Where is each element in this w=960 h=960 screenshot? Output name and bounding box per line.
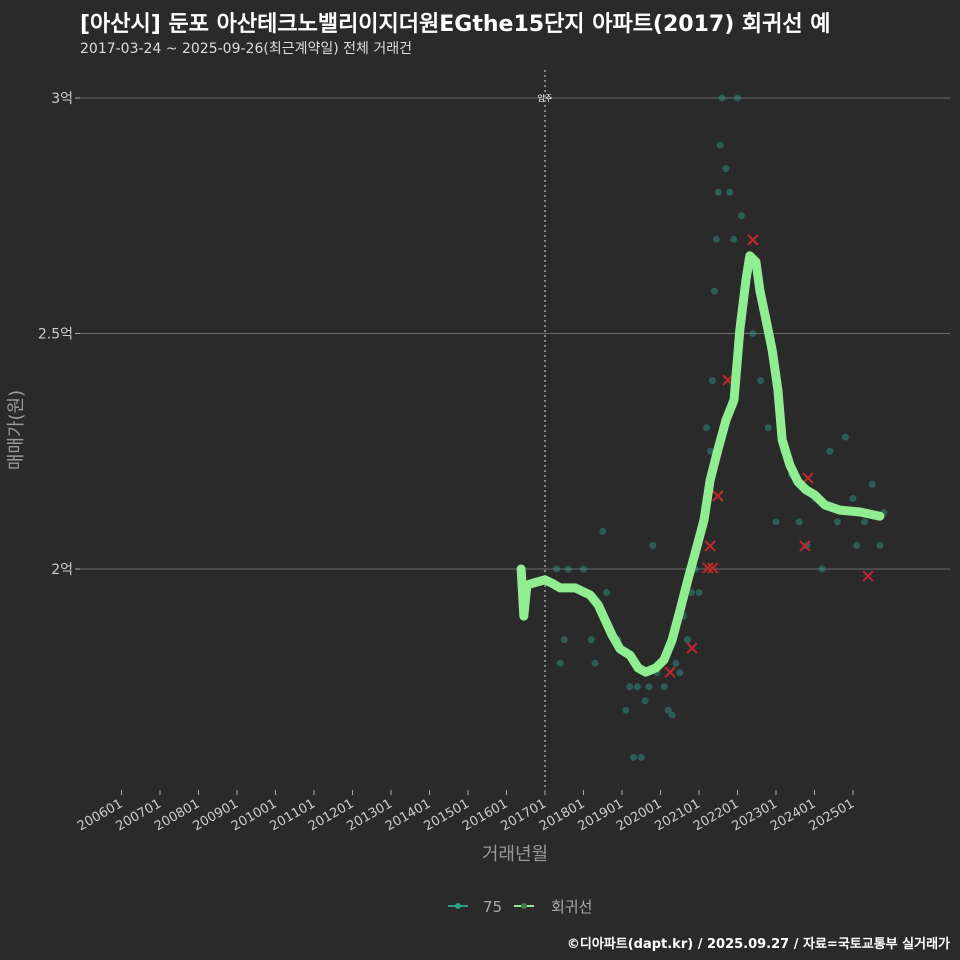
data-point [707,447,715,455]
data-point [599,527,607,535]
data-point [580,565,587,573]
highlight-x-marker [799,540,811,552]
y-axis-title: 매매가(원) [6,390,27,470]
data-point [795,518,803,526]
data-point [849,494,857,502]
data-point [718,94,726,102]
data-point [560,636,568,644]
data-point [841,433,849,441]
data-point [587,636,595,644]
y-tick-label: 3억 [51,91,73,107]
data-point [622,706,630,714]
regression-line [516,251,885,677]
data-point [676,669,684,677]
data-point [730,235,738,243]
legend-regression-label: 회귀선 [551,898,592,916]
chart-title: [아산시] 둔포 아산테크노밸리이지더원EGthe15단지 아파트(2017) … [80,12,831,37]
data-point [672,659,680,667]
highlight-x-marker [802,472,814,484]
data-point [645,683,653,691]
data-point [861,518,869,526]
move-in-label: 입주 [538,94,553,103]
data-point [668,711,676,719]
highlight-x-marker [702,562,714,574]
data-point [834,518,842,526]
data-point [708,377,716,385]
data-point [649,541,657,549]
data-point [764,424,772,432]
legend-regression-dot [521,903,527,909]
data-point [868,480,876,488]
data-point [772,518,780,526]
legend-75-label: 75 [483,898,502,916]
data-point [683,636,691,644]
data-point [641,697,649,705]
data-point [714,188,722,196]
y-tick-label: 2억 [51,562,73,578]
data-point [703,424,711,432]
legend-75-dot [455,903,461,909]
data-point [716,141,724,149]
data-point [603,589,611,597]
data-point [853,541,861,549]
highlight-x-marker [704,540,716,552]
data-point [710,287,718,295]
data-point [664,706,672,714]
data-point [695,589,703,597]
data-point [630,753,638,761]
data-point [722,165,730,173]
data-point [553,565,561,573]
data-point [734,94,741,102]
data-point [564,565,572,573]
data-point [591,659,599,667]
data-point [818,565,826,573]
source-caption: ©디아파트(dapt.kr) / 2025.09.27 / 자료=국토교통부 실… [566,937,950,952]
highlight-x-marker [707,562,719,574]
data-point [726,188,734,196]
y-tick-label: 2.5억 [38,327,73,343]
data-point [757,377,765,385]
data-point [637,753,645,761]
data-point [633,683,641,691]
data-point [556,659,564,667]
data-point [737,212,745,220]
data-point [660,683,668,691]
data-point [626,683,634,691]
x-axis-title: 거래년월 [482,844,548,865]
data-point [826,447,834,455]
highlight-x-marker [664,666,676,678]
chart-subtitle: 2017-03-24 ~ 2025-09-26(최근계약일) 전체 거래건 [80,41,412,57]
data-point [876,541,884,549]
highlight-x-marker [747,234,759,246]
data-point [749,330,757,337]
highlight-x-marker [712,490,724,502]
highlight-x-marker [862,570,874,582]
highlight-x-marker [686,642,698,654]
data-point [712,235,720,243]
